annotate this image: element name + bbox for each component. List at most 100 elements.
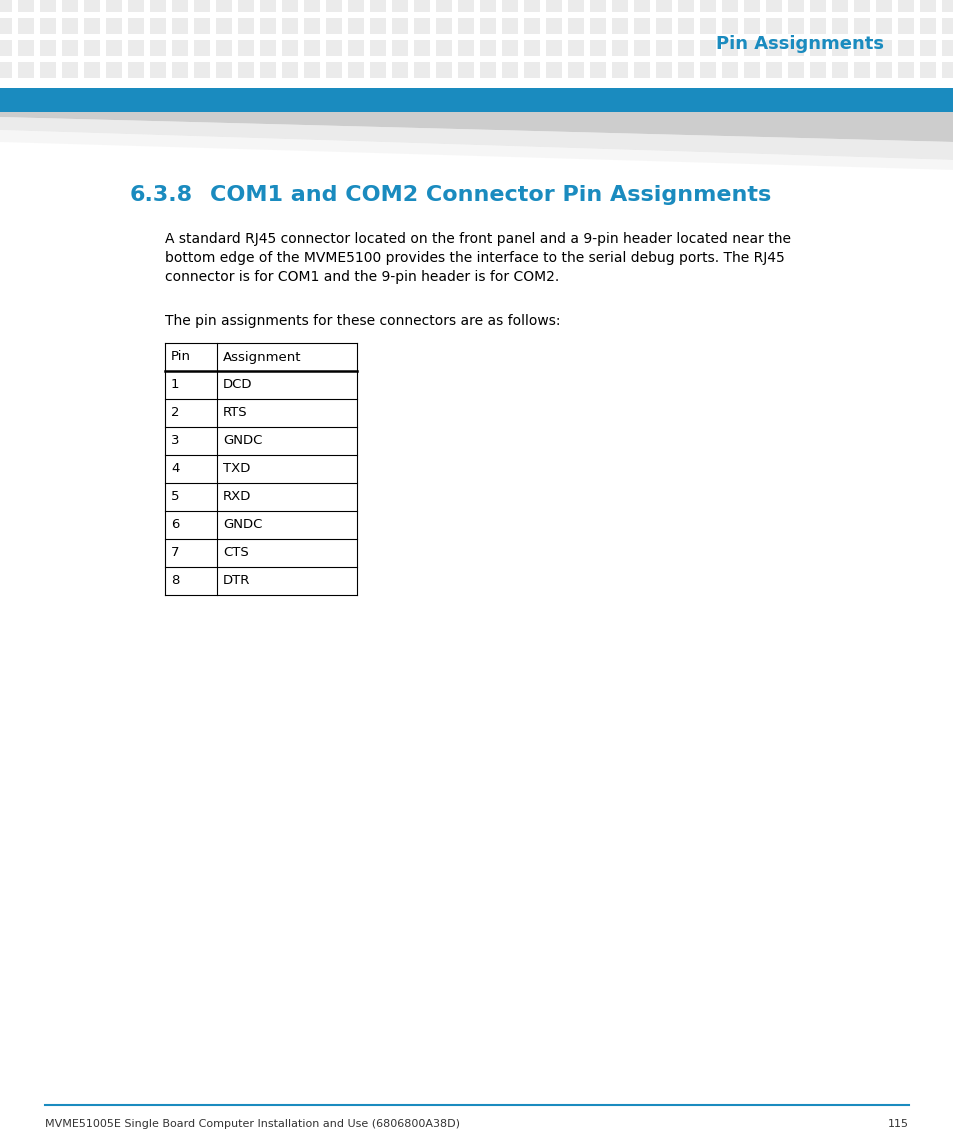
Bar	[40, 0, 56, 11]
Bar	[589, 62, 605, 78]
Bar	[919, 40, 935, 56]
Bar	[304, 0, 319, 11]
Bar	[787, 62, 803, 78]
Text: MVME51005E Single Board Computer Installation and Use (6806800A38D): MVME51005E Single Board Computer Install…	[45, 1119, 459, 1129]
Bar	[436, 0, 452, 11]
Bar	[656, 62, 671, 78]
Bar	[919, 0, 935, 11]
Bar	[501, 62, 517, 78]
Bar	[523, 0, 539, 11]
Bar	[414, 0, 430, 11]
Bar	[282, 0, 297, 11]
Bar	[392, 18, 408, 34]
Bar	[678, 62, 693, 78]
Bar	[612, 0, 627, 11]
Text: The pin assignments for these connectors are as follows:: The pin assignments for these connectors…	[165, 314, 560, 327]
Bar	[18, 40, 34, 56]
Text: GNDC: GNDC	[223, 519, 262, 531]
Bar	[260, 40, 275, 56]
Bar	[62, 18, 78, 34]
Bar	[237, 0, 253, 11]
Text: 2: 2	[171, 406, 179, 419]
Bar	[612, 40, 627, 56]
Bar	[743, 40, 760, 56]
Bar	[304, 62, 319, 78]
Bar	[282, 40, 297, 56]
Bar	[612, 18, 627, 34]
Text: bottom edge of the MVME5100 provides the interface to the serial debug ports. Th: bottom edge of the MVME5100 provides the…	[165, 251, 784, 264]
Bar	[392, 40, 408, 56]
Text: 115: 115	[887, 1119, 908, 1129]
Bar	[545, 0, 561, 11]
Bar	[831, 18, 847, 34]
Bar	[567, 62, 583, 78]
Bar	[0, 0, 12, 11]
Bar	[128, 0, 144, 11]
Bar	[370, 0, 386, 11]
Polygon shape	[0, 131, 953, 169]
Bar	[348, 40, 364, 56]
Bar	[721, 40, 738, 56]
Bar	[128, 18, 144, 34]
Bar	[765, 0, 781, 11]
Bar	[501, 0, 517, 11]
Bar	[831, 0, 847, 11]
Bar	[84, 40, 100, 56]
Bar	[436, 40, 452, 56]
Bar	[678, 40, 693, 56]
Bar	[237, 62, 253, 78]
Bar	[18, 18, 34, 34]
Bar	[523, 18, 539, 34]
Bar	[193, 62, 210, 78]
Polygon shape	[0, 112, 953, 142]
Bar	[414, 62, 430, 78]
Text: DCD: DCD	[223, 379, 253, 392]
Bar	[589, 18, 605, 34]
Bar	[436, 18, 452, 34]
Bar	[40, 40, 56, 56]
Bar	[215, 62, 232, 78]
Bar	[656, 0, 671, 11]
Bar	[304, 40, 319, 56]
Text: 3: 3	[171, 434, 179, 448]
Bar	[501, 18, 517, 34]
Text: CTS: CTS	[223, 546, 249, 560]
Bar	[106, 40, 122, 56]
Bar	[172, 62, 188, 78]
Text: 7: 7	[171, 546, 179, 560]
Bar	[215, 18, 232, 34]
Bar	[941, 18, 953, 34]
Bar	[282, 18, 297, 34]
Text: Pin Assignments: Pin Assignments	[716, 35, 883, 53]
Polygon shape	[0, 117, 953, 160]
Text: Assignment: Assignment	[223, 350, 301, 363]
Bar	[765, 40, 781, 56]
Bar	[809, 40, 825, 56]
Bar	[0, 62, 12, 78]
Bar	[237, 40, 253, 56]
Bar	[172, 18, 188, 34]
Text: TXD: TXD	[223, 463, 250, 475]
Bar	[150, 0, 166, 11]
Bar	[370, 62, 386, 78]
Bar	[457, 40, 474, 56]
Bar	[260, 62, 275, 78]
Bar	[0, 40, 12, 56]
Bar	[348, 18, 364, 34]
Bar	[589, 0, 605, 11]
Bar	[853, 62, 869, 78]
Bar	[237, 18, 253, 34]
Bar	[656, 18, 671, 34]
Bar	[700, 18, 716, 34]
Bar	[193, 18, 210, 34]
Bar	[414, 18, 430, 34]
Text: connector is for COM1 and the 9-pin header is for COM2.: connector is for COM1 and the 9-pin head…	[165, 270, 558, 284]
Bar	[62, 40, 78, 56]
Bar	[634, 40, 649, 56]
Bar	[678, 18, 693, 34]
Bar	[545, 62, 561, 78]
Bar	[523, 62, 539, 78]
Bar	[106, 18, 122, 34]
Bar	[875, 18, 891, 34]
Bar	[215, 0, 232, 11]
